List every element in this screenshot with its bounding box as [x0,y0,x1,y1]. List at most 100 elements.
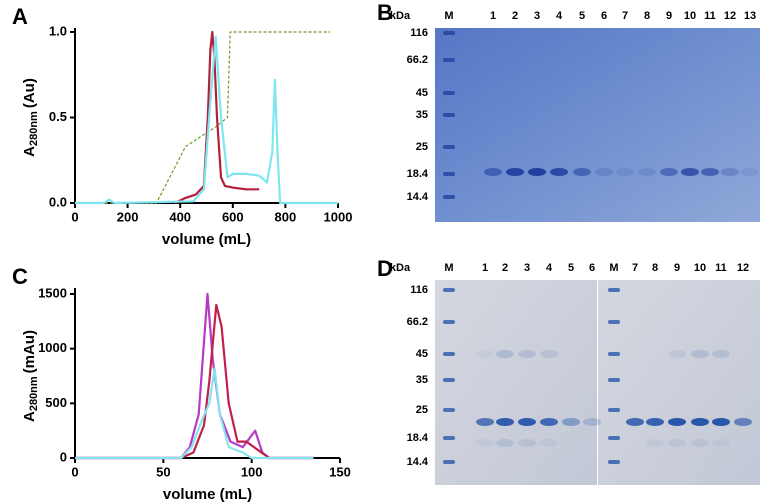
ladder-band [443,172,455,176]
x-tick-label: 150 [329,464,351,479]
protein-band [550,168,568,176]
ladder-band [443,58,455,62]
protein-band [496,350,514,358]
x-tick-label: 800 [275,209,297,224]
x-tick-label: 400 [169,209,191,224]
lane-label: 1 [490,10,496,22]
series-line [174,30,260,204]
protein-band [741,168,759,176]
ladder-band [608,408,620,412]
protein-band [496,418,514,426]
lane-label: 8 [644,10,650,22]
marker-label: 116 [410,284,428,296]
lane-label: 11 [715,262,727,274]
y-tick-label: 0 [60,449,67,464]
protein-band [712,439,730,447]
gel-image [598,280,760,485]
marker-label: 35 [416,109,428,121]
protein-band [540,439,558,447]
protein-band [646,418,664,426]
marker-label: 116 [410,27,428,39]
x-tick-label: 200 [117,209,139,224]
protein-band [712,350,730,358]
protein-band [668,350,686,358]
ladder-band [443,145,455,149]
series-line [75,367,314,460]
lane-label: 10 [684,10,696,22]
ladder-band [443,91,455,95]
lane-label: M [444,10,453,22]
protein-band [476,439,494,447]
y-axis-label: A280nm (Au) [21,78,40,157]
ladder-band [608,320,620,324]
protein-band [626,418,644,426]
protein-band [583,418,601,426]
x-tick-label: 0 [71,209,78,224]
ladder-band [443,113,455,117]
lane-label: 2 [512,10,518,22]
y-label-sub: 280nm [28,376,40,411]
protein-band [681,168,699,176]
protein-band [518,350,536,358]
series-line [75,31,331,204]
protein-band [506,168,524,176]
protein-band [496,439,514,447]
ladder-band [443,436,455,440]
x-tick-label: 600 [222,209,244,224]
y-label-unit: (Au) [21,78,38,108]
lane-label: 12 [737,262,749,274]
lane-label: 8 [652,262,658,274]
x-tick-label: 50 [156,464,170,479]
protein-band [701,168,719,176]
protein-band [562,418,580,426]
y-tick-label: 1000 [38,340,67,355]
x-axis-label: volume (mL) [163,486,252,503]
protein-band [476,418,494,426]
marker-label: 66.2 [407,54,428,66]
series-line [75,303,314,460]
lane-label: 2 [502,262,508,274]
x-tick-label: 1000 [324,209,353,224]
marker-label: 45 [416,348,428,360]
series-line [75,36,338,205]
lane-label: 6 [601,10,607,22]
lane-label: 7 [632,262,638,274]
marker-label: 18.4 [407,168,429,180]
panel-label: D [377,256,393,281]
protein-band [712,418,730,426]
protein-band [691,418,709,426]
lane-label: 4 [546,262,553,274]
marker-label: 25 [416,141,428,153]
protein-band [691,350,709,358]
lane-label: 9 [666,10,672,22]
series-line [75,292,314,460]
y-tick-label: 1500 [38,285,67,300]
lane-label: M [444,262,453,274]
protein-band [691,439,709,447]
x-axis-label: volume (mL) [162,231,251,248]
gel-unit: kDa [390,10,411,22]
lane-label: 6 [589,262,595,274]
protein-band [668,439,686,447]
y-tick-label: 0.0 [49,194,67,209]
ladder-band [608,378,620,382]
lane-label: 13 [744,10,756,22]
protein-band [540,418,558,426]
y-label-main: A [21,411,38,422]
protein-band [668,418,686,426]
marker-label: 14.4 [407,191,429,203]
marker-label: 14.4 [407,456,429,468]
ladder-band [608,288,620,292]
lane-label: 11 [704,10,716,22]
y-tick-label: 0.5 [49,109,67,124]
ladder-band [443,320,455,324]
ladder-band [443,378,455,382]
y-tick-label: 500 [45,395,67,410]
ladder-band [608,436,620,440]
protein-band [484,168,502,176]
x-tick-label: 0 [71,464,78,479]
y-tick-label: 1.0 [49,23,67,38]
lane-label: 3 [524,262,530,274]
